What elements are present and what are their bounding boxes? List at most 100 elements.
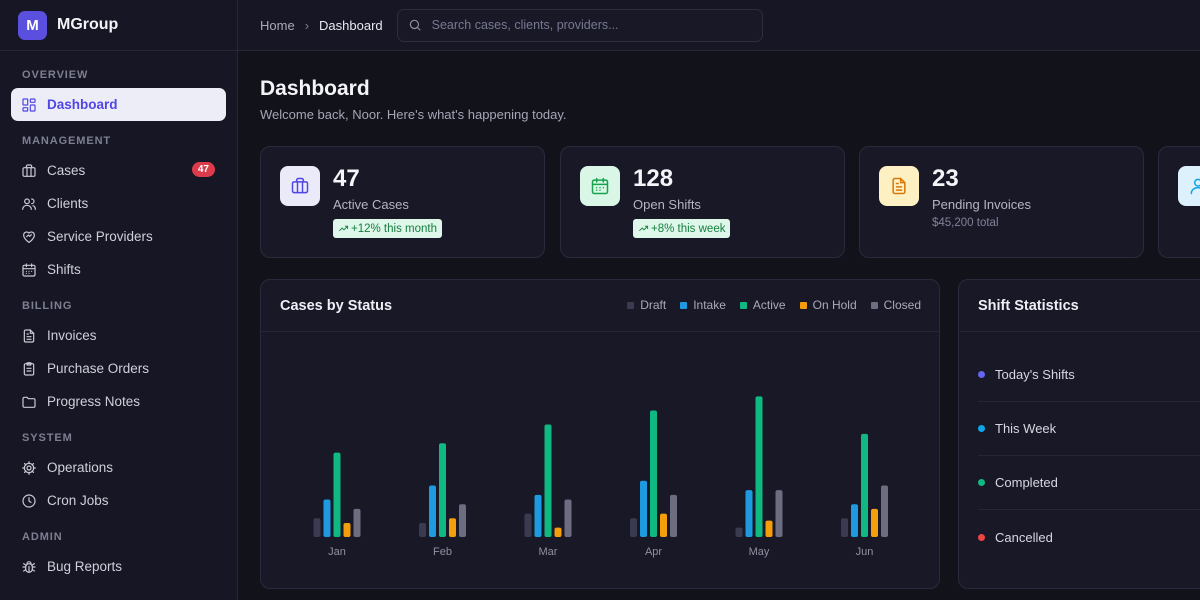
bar-closed-mar[interactable]: [564, 499, 572, 538]
sidebar-item-label: Service Providers: [47, 229, 153, 244]
bar-on-hold-mar[interactable]: [554, 527, 562, 537]
bar-closed-jun[interactable]: [881, 485, 888, 537]
sidebar-item-shifts[interactable]: Shifts: [11, 253, 226, 286]
sidebar-item-label: Bug Reports: [47, 559, 123, 574]
bar-active-jan[interactable]: [333, 452, 341, 537]
bar-intake-jan[interactable]: [323, 499, 331, 538]
sidebar-item-label: Dashboard: [47, 97, 118, 112]
bar-closed-jan[interactable]: [353, 508, 361, 537]
stat-label: Pending Invoices: [932, 197, 1032, 212]
gear-icon: [22, 460, 36, 475]
sidebar-item-cases[interactable]: Cases 47: [11, 154, 226, 187]
stat-card[interactable]: 47 Active Cases +12% this month: [260, 146, 545, 258]
bar-closed-apr[interactable]: [670, 494, 677, 537]
stat-card[interactable]: 23 Pending Invoices $45,200 total: [859, 146, 1144, 258]
stat-value: 47: [333, 165, 360, 192]
nav-group: SYSTEM Operations Cron Jobs: [0, 432, 237, 517]
legend-item: Active: [739, 298, 786, 312]
bar-active-feb[interactable]: [439, 443, 446, 537]
bug-icon: [21, 559, 37, 575]
bar-active-may[interactable]: [755, 396, 763, 537]
bar-closed-feb[interactable]: [459, 504, 466, 537]
breadcrumb-home[interactable]: Home: [260, 17, 295, 33]
sidebar-item-purchase-orders[interactable]: Purchase Orders: [11, 352, 226, 385]
search-input[interactable]: [431, 18, 732, 32]
bar-intake-feb[interactable]: [429, 485, 436, 537]
nav-group: OVERVIEW Dashboard: [0, 69, 237, 121]
bar-active-jun[interactable]: [861, 433, 868, 537]
bar-on-hold-may[interactable]: [765, 520, 773, 537]
bar-intake-apr[interactable]: [640, 480, 647, 537]
bar-draft-apr[interactable]: [630, 518, 637, 537]
chart-legend: Draft Intake Active On Hold Closed: [627, 298, 921, 312]
stat-value: 23: [932, 165, 959, 192]
bar-intake-mar[interactable]: [534, 494, 542, 537]
sidebar-item-service-providers[interactable]: Service Providers: [11, 220, 226, 253]
bar-draft-mar[interactable]: [524, 513, 532, 537]
briefcase-icon: [280, 166, 320, 206]
clipboard-icon: [23, 361, 35, 376]
search-box[interactable]: [396, 8, 763, 42]
sidebar-item-invoices[interactable]: Invoices: [11, 319, 226, 352]
bar-intake-jun[interactable]: [851, 504, 858, 537]
bar-closed-may[interactable]: [775, 490, 783, 537]
sidebar-item-label: Cases: [47, 163, 86, 178]
legend-swatch: [870, 301, 878, 309]
bar-active-mar[interactable]: [544, 424, 552, 538]
bar-active-apr[interactable]: [650, 410, 657, 537]
stat-card[interactable]: [1158, 146, 1200, 258]
bar-intake-may[interactable]: [745, 490, 753, 537]
status-dot: [978, 371, 985, 378]
nav-group: ADMIN Bug Reports: [0, 531, 237, 583]
chevron-right-icon: ›: [304, 17, 310, 33]
user-icon: [1190, 178, 1200, 195]
bar-on-hold-jan[interactable]: [343, 522, 351, 537]
stat-card[interactable]: 128 Open Shifts +8% this week: [560, 146, 845, 258]
legend-label: Closed: [883, 298, 921, 312]
brand-logo: M: [18, 10, 47, 40]
nav-section-title: MANAGEMENT: [22, 135, 112, 147]
bar-on-hold-jun[interactable]: [871, 508, 878, 537]
bar-draft-feb[interactable]: [419, 522, 426, 537]
sidebar-item-label: Progress Notes: [47, 394, 141, 409]
sidebar-item-dashboard[interactable]: Dashboard: [11, 88, 226, 121]
bar-draft-jan[interactable]: [313, 518, 321, 537]
users-icon: [21, 196, 37, 212]
legend-item: Intake: [680, 298, 726, 312]
sidebar-item-progress-notes[interactable]: Progress Notes: [11, 385, 226, 418]
heart-handshake-icon: [23, 230, 35, 243]
sidebar-item-cron-jobs[interactable]: Cron Jobs: [11, 484, 226, 517]
file-text-icon: [23, 328, 35, 343]
nav-group: BILLING Invoices Purchase Orders Progress N…: [0, 300, 237, 418]
brand[interactable]: M MGroup: [0, 0, 237, 51]
bar-draft-may[interactable]: [735, 527, 743, 537]
file-text-icon: [892, 177, 906, 195]
count-badge: 47: [191, 162, 215, 177]
breadcrumb-current: Dashboard: [319, 17, 383, 33]
page-title: Dashboard: [260, 77, 370, 100]
trend-text: +12% this month: [351, 222, 437, 235]
gear-icon: [21, 460, 37, 476]
calendar-icon: [591, 177, 609, 195]
legend-swatch: [680, 301, 688, 309]
clipboard-icon: [21, 361, 37, 377]
trend-text: +8% this week: [651, 222, 726, 235]
calendar-icon: [580, 166, 620, 206]
folder-icon: [21, 394, 37, 410]
bar-on-hold-apr[interactable]: [660, 513, 667, 537]
sidebar-item-operations[interactable]: Operations: [11, 451, 226, 484]
shift-stat-label: Completed: [995, 475, 1058, 490]
sidebar-item-clients[interactable]: Clients: [11, 187, 226, 220]
shift-stat-row: Completed: [978, 456, 1200, 510]
sidebar-item-bug-reports[interactable]: Bug Reports: [11, 550, 226, 583]
panel-title: Shift Statistics: [978, 297, 1079, 314]
sidebar-nav: OVERVIEW Dashboard MANAGEMENT Cases 47 Client…: [0, 51, 237, 583]
nav-section-title: BILLING: [22, 300, 73, 312]
shift-stat-row: Today's Shifts: [978, 348, 1200, 402]
shift-stat-row: Cancelled: [978, 510, 1200, 564]
clock-icon: [22, 493, 36, 508]
nav-section-title: ADMIN: [22, 531, 63, 543]
bar-on-hold-feb[interactable]: [449, 518, 456, 537]
cases-by-status-panel: Cases by Status Draft Intake Active On Hold…: [260, 279, 940, 589]
bar-draft-jun[interactable]: [841, 518, 848, 537]
